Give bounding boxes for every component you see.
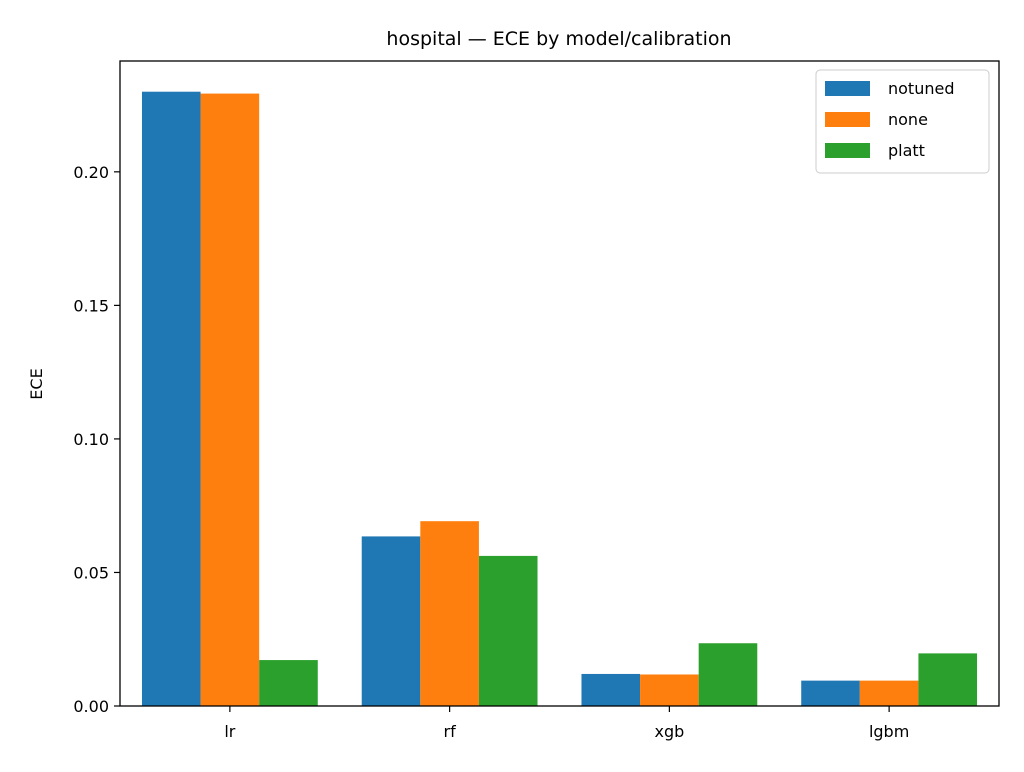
x-tick-label: lr [224, 722, 235, 741]
legend-swatch-platt [825, 143, 870, 158]
bar-rf-none [420, 521, 479, 706]
x-tick-label: lgbm [869, 722, 909, 741]
y-tick-label: 0.10 [73, 430, 109, 449]
legend: notuned none platt [815, 69, 990, 174]
bar-xgb-platt [698, 643, 758, 706]
legend-swatch-none [825, 112, 870, 127]
bar-lr-none [200, 93, 260, 706]
y-axis-label: ECE [27, 368, 46, 399]
plot-frame [119, 60, 1000, 707]
bar-lr-notuned [141, 91, 201, 706]
bar-lr-platt [259, 660, 318, 706]
x-tick-label: xgb [654, 722, 684, 741]
bar-rf-notuned [361, 536, 421, 706]
y-tick-label: 0.20 [73, 163, 109, 182]
chart-title: hospital — ECE by model/calibration [386, 28, 731, 50]
bar-lgbm-platt [918, 653, 978, 706]
legend-swatch-notuned [825, 81, 870, 96]
y-tick-label: 0.00 [73, 697, 109, 716]
legend-label-platt: platt [888, 141, 925, 160]
bar-xgb-notuned [581, 673, 641, 706]
bar-rf-platt [478, 555, 538, 706]
y-tick-label: 0.05 [73, 563, 109, 582]
bar-lgbm-none [859, 680, 919, 706]
x-tick-label: rf [444, 722, 457, 741]
y-tick-label: 0.15 [73, 296, 109, 315]
legend-label-notuned: notuned [888, 79, 954, 98]
legend-label-none: none [888, 110, 928, 129]
y-axis-ticks: 0.00 0.05 0.10 0.15 0.20 [73, 163, 120, 716]
bar-lgbm-notuned [801, 680, 860, 706]
bar-xgb-none [640, 674, 699, 706]
bars-layer [141, 91, 978, 706]
x-axis-ticks: lr rf xgb lgbm [224, 706, 909, 741]
